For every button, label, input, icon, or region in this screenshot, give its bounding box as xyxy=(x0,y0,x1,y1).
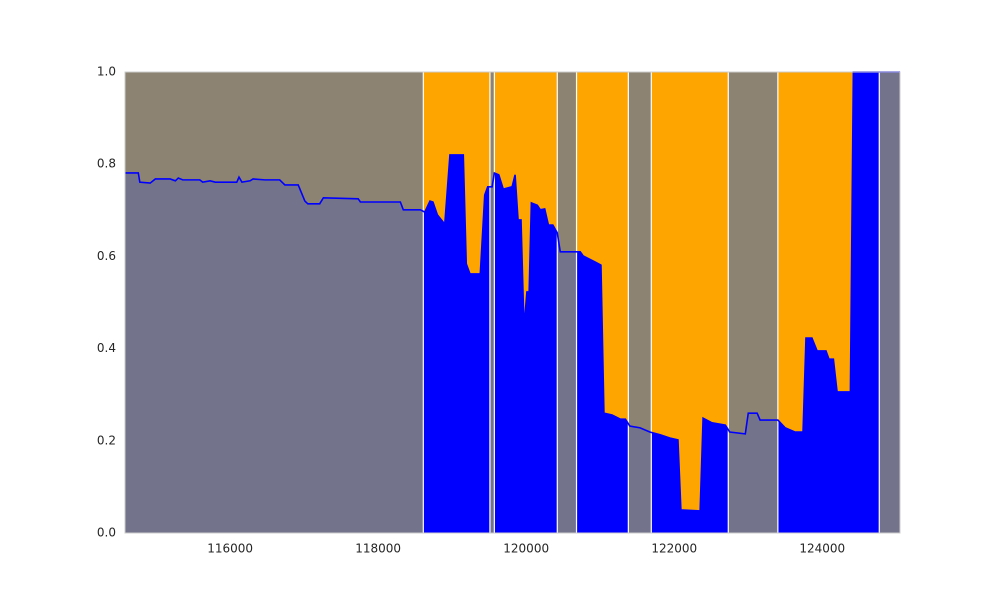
x-tick-label: 124000 xyxy=(799,542,845,556)
line xyxy=(125,71,900,512)
y-tick-label: 0.4 xyxy=(97,341,116,355)
x-tick-label: 118000 xyxy=(355,542,401,556)
y-tick-label: 1.0 xyxy=(97,65,116,79)
y-tick-label: 0.8 xyxy=(97,157,116,171)
x-tick-label: 116000 xyxy=(207,542,253,556)
shaded-span xyxy=(628,72,652,533)
shaded-span xyxy=(557,72,577,533)
x-tick-label: 122000 xyxy=(651,542,697,556)
shaded-span xyxy=(125,72,424,533)
shaded-span xyxy=(489,72,495,533)
y-tick-label: 0.2 xyxy=(97,433,116,447)
shaded-span xyxy=(728,72,778,533)
plot-frame xyxy=(124,71,901,534)
shaded-span xyxy=(879,72,900,533)
y-tick-label: 0.6 xyxy=(97,249,116,263)
x-tick-label: 120000 xyxy=(503,542,549,556)
y-tick-label: 0.0 xyxy=(97,526,116,540)
